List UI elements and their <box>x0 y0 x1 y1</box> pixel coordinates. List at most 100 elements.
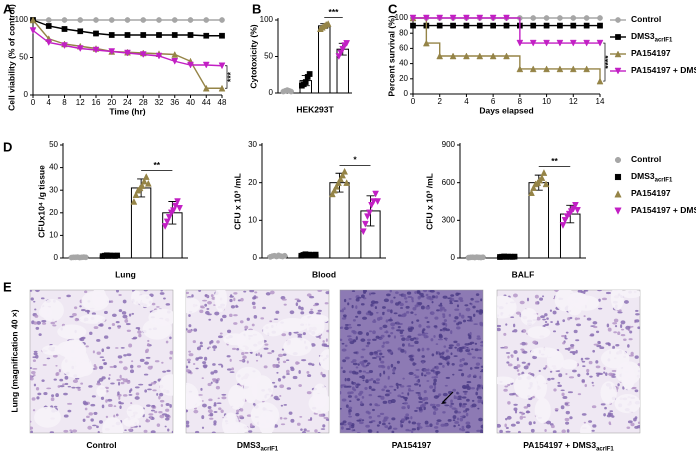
cell <box>459 346 465 349</box>
cell <box>101 348 105 353</box>
marker <box>409 14 417 22</box>
cell <box>344 356 350 360</box>
cell <box>465 431 470 433</box>
cell <box>426 325 431 329</box>
cell <box>84 290 88 294</box>
marker <box>174 198 181 206</box>
cell <box>505 417 508 421</box>
cell <box>613 318 619 323</box>
cell <box>513 293 518 298</box>
cell <box>507 363 513 367</box>
cell <box>71 386 76 389</box>
cell <box>450 330 453 335</box>
cell <box>626 426 631 430</box>
cell <box>148 413 154 416</box>
cell <box>634 389 639 393</box>
cell <box>627 420 633 424</box>
cell <box>383 385 387 389</box>
alveolus <box>78 314 106 324</box>
cell <box>417 392 422 397</box>
cell <box>433 334 436 338</box>
cell <box>202 361 207 365</box>
cell <box>127 428 133 431</box>
cell <box>83 402 89 406</box>
cell <box>526 410 530 414</box>
cell <box>242 355 247 360</box>
cell <box>432 405 437 409</box>
cell <box>302 332 306 336</box>
marker <box>529 65 537 73</box>
cell <box>96 339 101 342</box>
cell <box>474 342 478 345</box>
marker <box>372 190 379 198</box>
cell <box>516 369 520 372</box>
marker <box>156 32 162 38</box>
cell <box>452 415 457 420</box>
cell <box>230 294 233 297</box>
marker <box>61 26 68 32</box>
image-label-main: DMS3 <box>237 440 261 450</box>
cell <box>431 353 435 357</box>
cell <box>288 331 292 336</box>
marker <box>170 207 177 215</box>
cell <box>211 431 216 433</box>
cell <box>118 360 123 364</box>
cell <box>454 396 459 399</box>
cell <box>346 377 351 382</box>
cell <box>109 366 114 368</box>
cell <box>204 303 208 307</box>
cell <box>363 359 368 363</box>
cell <box>620 320 626 325</box>
x-tick-label: 36 <box>170 98 179 107</box>
y-axis-label: Cytotoxicity (%) <box>248 24 258 88</box>
marker <box>93 30 99 37</box>
cell <box>528 421 532 426</box>
cell <box>171 430 173 433</box>
cell <box>592 384 595 387</box>
cell <box>148 383 153 387</box>
cell <box>188 350 191 353</box>
cell <box>249 423 253 428</box>
cell <box>220 409 224 414</box>
cell <box>550 321 553 323</box>
cell <box>340 366 344 370</box>
cell <box>445 337 448 342</box>
cell <box>357 331 363 335</box>
cell <box>617 311 623 314</box>
cell <box>286 387 292 390</box>
cell <box>166 369 171 372</box>
cell <box>457 395 462 399</box>
cell <box>360 303 365 306</box>
cell <box>235 412 239 415</box>
cell <box>459 427 462 431</box>
cell <box>341 348 347 352</box>
cell <box>425 335 429 339</box>
cell <box>595 372 601 375</box>
x-tick-label: 12 <box>569 97 578 106</box>
cell <box>586 372 590 376</box>
cell <box>98 324 103 327</box>
cell <box>340 338 343 342</box>
cell <box>362 370 366 373</box>
cell <box>32 359 36 362</box>
cell <box>306 371 310 374</box>
cell <box>340 407 342 410</box>
cell <box>126 353 132 357</box>
cell <box>434 316 439 320</box>
cell <box>450 402 455 405</box>
cell <box>254 291 258 294</box>
cell <box>419 426 423 429</box>
marker <box>370 198 377 206</box>
cell <box>119 405 122 410</box>
cell <box>467 342 473 345</box>
cell <box>465 412 469 417</box>
significance-label: * <box>353 155 357 165</box>
cell <box>273 385 278 388</box>
cell <box>41 379 45 383</box>
cell <box>577 317 581 320</box>
x-tick-label: 0 <box>411 97 416 106</box>
significance-bracket <box>225 65 228 89</box>
cell <box>204 294 208 297</box>
cell <box>348 370 353 374</box>
marker <box>343 179 351 186</box>
